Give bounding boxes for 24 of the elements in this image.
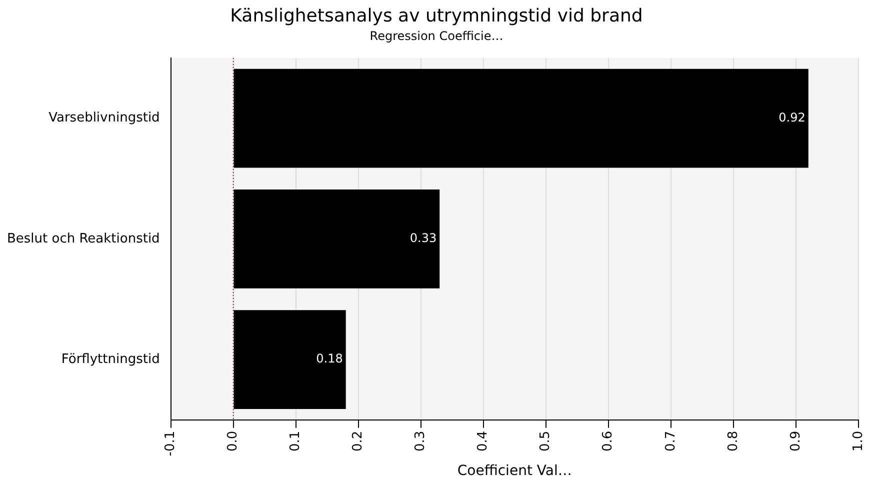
x-tick-label: 0.0 [226, 430, 241, 452]
x-tick-label: 0.8 [726, 430, 741, 452]
x-axis-title: Coefficient Val… [457, 463, 572, 480]
x-tick-label: 0.3 [413, 430, 428, 452]
chart-subtitle: Regression Coefficie… [370, 28, 504, 43]
bar [234, 68, 808, 168]
chart-title: Känslighetsanalys av utrymningstid vid brand [230, 5, 643, 26]
x-tick-label: 0.9 [788, 430, 804, 452]
bar [234, 310, 346, 409]
y-tick-label: Varseblivningstid [48, 110, 160, 126]
x-tick-label: 0.5 [538, 430, 554, 452]
x-tick-label: 0.7 [663, 430, 678, 452]
x-tick-label: 1.0 [850, 430, 866, 452]
data-label: 0.92 [778, 110, 806, 124]
y-tick-label: Beslut och Reaktionstid [6, 231, 160, 246]
bar [234, 189, 440, 288]
x-tick-label: 0.4 [476, 430, 491, 452]
data-label: 0.33 [410, 231, 437, 246]
x-tick-label: 0.6 [600, 430, 616, 452]
x-tick-label: -0.1 [163, 430, 178, 456]
x-tick-label: 0.1 [288, 430, 304, 452]
data-label: 0.18 [316, 352, 343, 366]
y-tick-label: Förflyttningstid [61, 352, 160, 367]
x-tick-label: 0.2 [350, 430, 366, 452]
